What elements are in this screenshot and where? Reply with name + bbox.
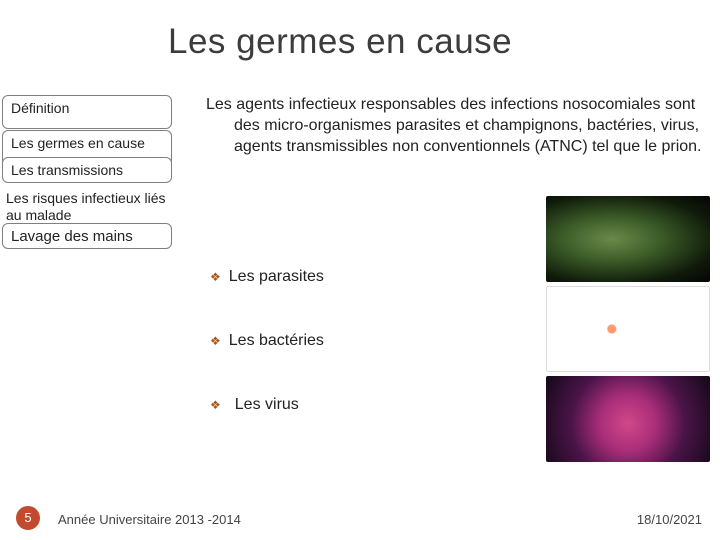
image-column: [546, 196, 712, 466]
diamond-icon: ❖: [210, 271, 221, 283]
image-bacteries: [546, 286, 710, 372]
academic-year: Année Universitaire 2013 -2014: [58, 512, 241, 527]
sidebar-item-risques[interactable]: Les risques infectieux liés au malade: [2, 188, 172, 226]
sidebar-item-lavage[interactable]: Lavage des mains: [2, 223, 172, 249]
page-title: Les germes en cause: [168, 22, 512, 62]
diamond-icon: ❖: [210, 399, 221, 411]
bullet-list: ❖ Les parasites ❖ Les bactéries ❖ Les vi…: [206, 251, 324, 431]
bullet-virus: ❖ Les virus: [206, 379, 324, 431]
sidebar-item-definition[interactable]: Définition: [2, 95, 172, 129]
page-number-badge: 5: [16, 506, 40, 530]
intro-first-line: Les agents infectieux responsables des i…: [206, 96, 558, 113]
sidebar-item-transmissions[interactable]: Les transmissions: [2, 157, 172, 183]
content-area: Les agents infectieux responsables des i…: [206, 95, 706, 157]
bullet-bacteries: ❖ Les bactéries: [206, 315, 324, 367]
image-virus: [546, 376, 710, 462]
footer: 5 Année Universitaire 2013 -2014 18/10/2…: [0, 502, 720, 530]
bullet-label: Les parasites: [229, 268, 324, 286]
bullet-label: Les virus: [235, 396, 299, 414]
footer-date: 18/10/2021: [637, 512, 702, 527]
bullet-label: Les bactéries: [229, 332, 324, 350]
image-parasites: [546, 196, 710, 282]
bullet-parasites: ❖ Les parasites: [206, 251, 324, 303]
sidebar: Définition Les germes en cause Les trans…: [2, 95, 172, 246]
intro-paragraph: Les agents infectieux responsables des i…: [206, 95, 706, 157]
diamond-icon: ❖: [210, 335, 221, 347]
